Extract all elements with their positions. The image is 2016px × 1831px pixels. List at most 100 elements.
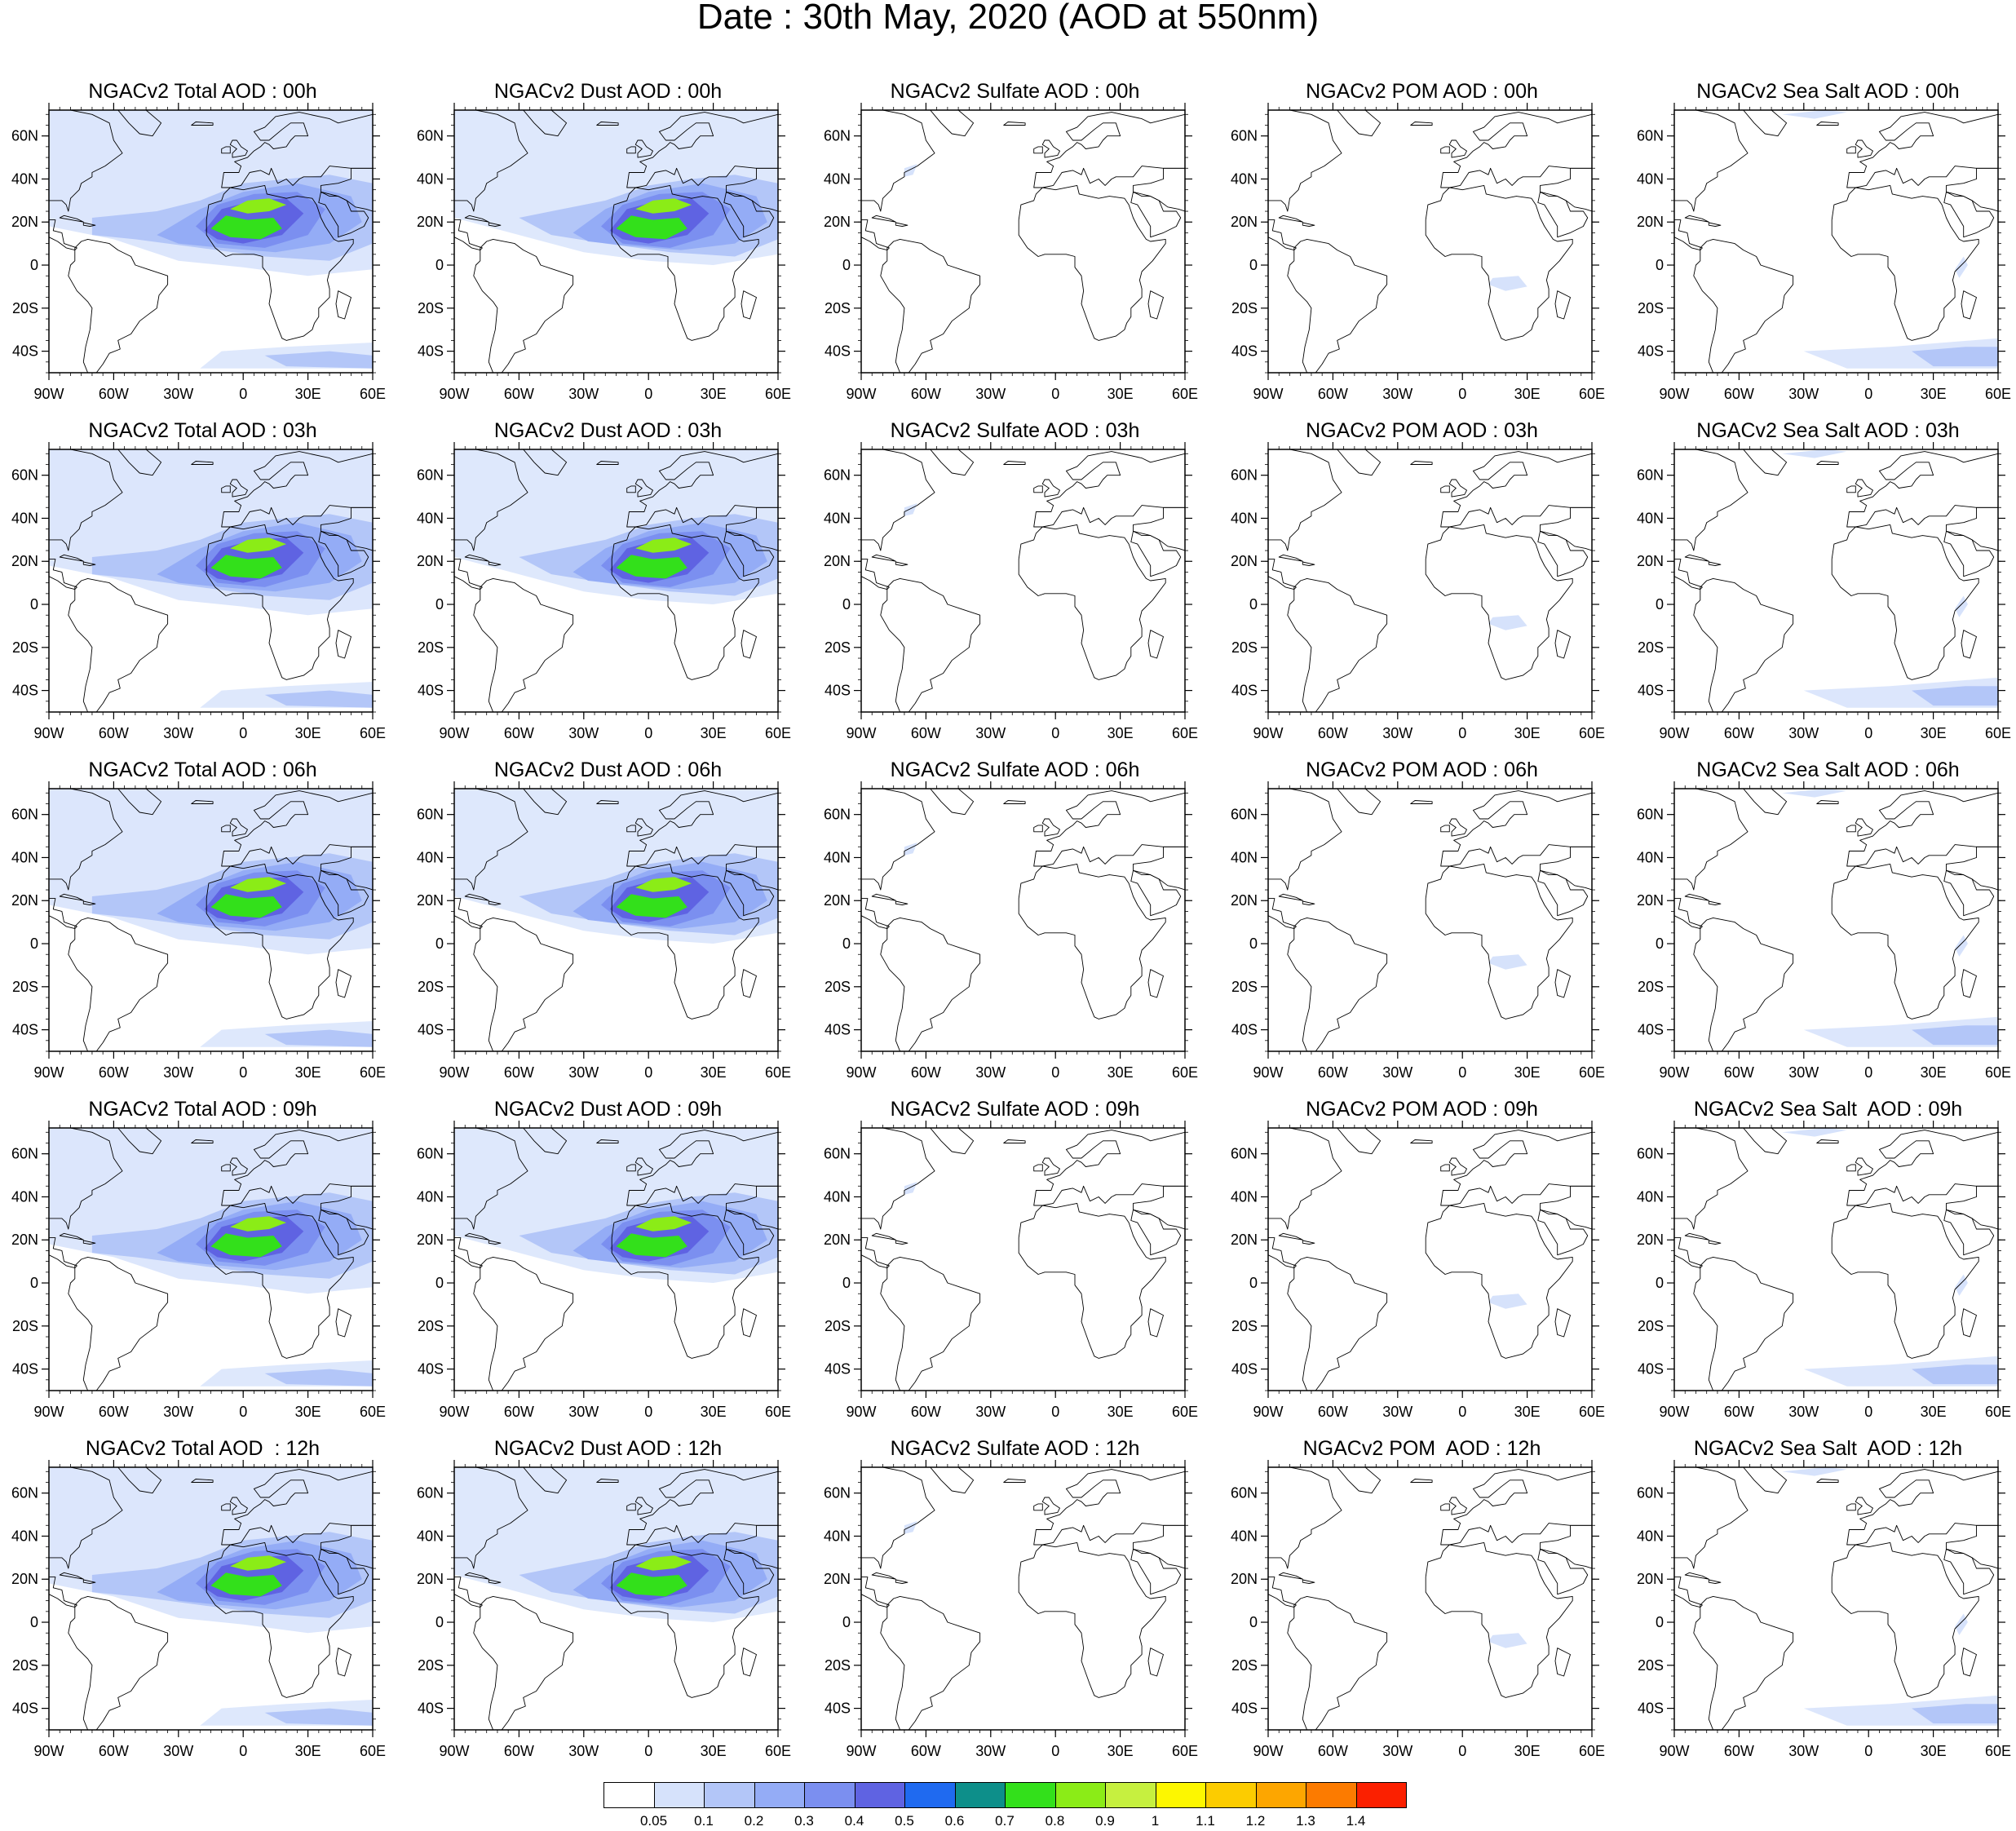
lon-label: 60E	[1172, 725, 1198, 741]
map-plot: 60N 40N 20N 0 20S 40S 90W 60W 30W 0 30E 60E	[1637, 1121, 2011, 1420]
lat-label: 20N	[417, 1571, 444, 1587]
panel-title: NGACv2 Sulfate AOD : 09h	[890, 1098, 1140, 1121]
lat-label: 40S	[418, 343, 444, 360]
coastline-iceland	[1003, 461, 1026, 465]
coastline-africa	[1831, 1202, 1979, 1359]
coastline-samerica	[1693, 238, 1794, 373]
lat-label: 60N	[824, 128, 851, 144]
aod-field	[1488, 615, 1527, 630]
colorbar-tick-label: 1	[1151, 1813, 1160, 1829]
coastline-ireland	[1846, 1164, 1856, 1172]
colorbar-swatch	[1105, 1782, 1156, 1808]
coastline-hispaniola	[82, 900, 96, 905]
aod-contour	[1782, 1128, 1847, 1137]
coastline-samerica	[1287, 238, 1388, 373]
lat-label: 60N	[11, 1146, 38, 1162]
lon-label: 90W	[33, 1404, 64, 1420]
coastline-europe	[221, 112, 373, 188]
coastline-cuba	[59, 1232, 84, 1241]
lat-label: 60N	[1637, 1485, 1664, 1502]
lat-label: 0	[30, 935, 38, 952]
aod-contour	[616, 1572, 687, 1597]
lon-label: 0	[239, 1743, 247, 1759]
coastline-madagascar	[741, 630, 757, 659]
lon-label: 30E	[1921, 386, 1947, 402]
coastline-africa	[206, 1202, 354, 1359]
lat-label: 0	[842, 1614, 851, 1630]
coastline-asia_e	[1540, 1185, 1592, 1230]
panel-title: NGACv2 Sulfate AOD : 03h	[890, 419, 1140, 442]
lat-label: 0	[1656, 1614, 1664, 1630]
coastline-iceland	[596, 800, 619, 804]
lon-label: 60W	[504, 1404, 534, 1420]
lat-label: 0	[842, 596, 851, 613]
lat-label: 60N	[11, 128, 38, 144]
lat-label: 40N	[11, 170, 38, 187]
coastline-africa	[206, 184, 354, 341]
aod-contour	[210, 1572, 282, 1597]
coastline-centam	[1674, 1237, 1703, 1269]
coastline-samerica	[473, 917, 574, 1051]
lat-label: 60N	[417, 1485, 444, 1502]
coastline-cuba	[464, 554, 489, 562]
coastline-africa	[611, 1202, 759, 1359]
coastline-namerica	[861, 789, 935, 891]
aod-contour	[230, 1555, 287, 1571]
coastline-europe	[1846, 790, 1998, 867]
panel-title: NGACv2 POM AOD : 00h	[1306, 80, 1538, 103]
lon-label: 0	[644, 1064, 652, 1081]
coastline-europe	[221, 451, 373, 528]
coastline-britain	[1041, 818, 1060, 837]
coastline-arabia	[1537, 869, 1589, 917]
coastline-iceland	[1410, 1139, 1433, 1143]
lon-label: 60W	[1724, 386, 1754, 402]
coastline-samerica	[880, 1256, 981, 1391]
coastline-greenland	[1304, 110, 1382, 137]
coastline-britain	[1448, 139, 1467, 158]
coastline-iceland	[191, 122, 214, 126]
panel-title: NGACv2 Total AOD : 09h	[88, 1098, 317, 1121]
lat-label: 20N	[417, 214, 444, 230]
lat-label: 20N	[1637, 553, 1664, 569]
lat-label: 20N	[824, 214, 851, 230]
aod-contour	[1488, 1633, 1527, 1648]
coastline-madagascar	[335, 630, 351, 659]
coastline-centam	[861, 1237, 890, 1269]
coastline-namerica	[454, 1128, 528, 1230]
aod-contour	[616, 555, 687, 579]
lat-label: 20N	[11, 214, 38, 230]
lat-label: 60N	[1231, 807, 1258, 823]
coastline-hispaniola	[895, 1579, 909, 1584]
lat-label: 20N	[1637, 892, 1664, 909]
lat-label: 20N	[824, 1232, 851, 1248]
coastline-arabia	[318, 530, 369, 577]
map-plot: 60N 40N 20N 0 20S 40S 90W 60W 30W 0 30E 60E	[824, 1460, 1198, 1759]
map-panel-seasalt-03h: NGACv2 Sea Salt AOD : 03h 60N 40N 20N 0 20S 40…	[1625, 417, 2016, 756]
coastline-europe	[626, 790, 778, 867]
lon-label: 0	[644, 725, 652, 741]
coastline-cuba	[871, 1572, 896, 1580]
coastline-cuba	[1684, 1232, 1709, 1241]
coastline-europe	[1846, 1130, 1998, 1206]
coastline-ireland	[1440, 825, 1450, 833]
lon-label: 30W	[975, 386, 1006, 402]
coastline-cuba	[464, 1572, 489, 1580]
coastline-greenland	[897, 110, 975, 137]
lat-label: 0	[435, 1614, 444, 1630]
lat-label: 20N	[1637, 214, 1664, 230]
coastline-madagascar	[1147, 1647, 1164, 1677]
lon-label: 0	[1051, 1404, 1059, 1420]
lon-label: 60E	[360, 1404, 386, 1420]
coastline-cuba	[1278, 1572, 1303, 1580]
aod-field	[49, 1467, 373, 1726]
lon-label: 60E	[1579, 725, 1605, 741]
coastline-asia_e	[321, 1524, 373, 1569]
lat-label: 60N	[417, 467, 444, 484]
lon-label: 60E	[1172, 386, 1198, 402]
aod-field	[49, 449, 373, 708]
coastline-africa	[1425, 1202, 1573, 1359]
lon-label: 60E	[360, 386, 386, 402]
lat-label: 20S	[1638, 1318, 1664, 1334]
panel-title: NGACv2 Total AOD : 00h	[88, 80, 317, 103]
lat-label: 60N	[417, 128, 444, 144]
